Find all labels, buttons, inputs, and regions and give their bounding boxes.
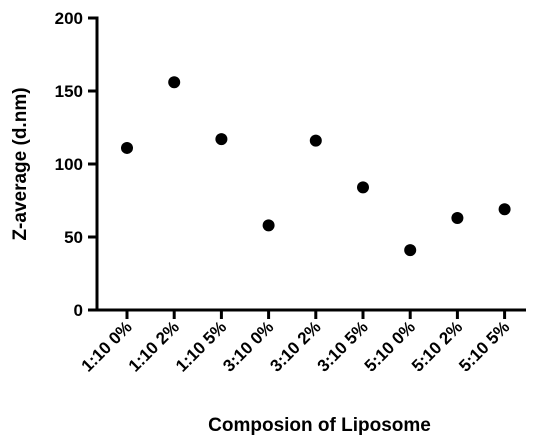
- data-point: [215, 133, 228, 146]
- x-tick-label: 3:10 5%: [314, 317, 372, 375]
- y-tick-label: 50: [64, 228, 83, 247]
- x-tick-label: 5:10 5%: [455, 317, 513, 375]
- y-tick-label: 100: [55, 155, 83, 174]
- x-axis-title: Composion of Liposome: [208, 415, 431, 436]
- x-tick-label: 1:10 5%: [172, 317, 230, 375]
- data-points: [121, 76, 511, 257]
- data-point: [262, 219, 275, 232]
- data-point: [121, 141, 133, 154]
- data-point: [404, 244, 417, 257]
- data-point: [357, 181, 369, 194]
- y-axis-title: Z-average (d.nm): [10, 87, 31, 240]
- y-tick-label: 0: [74, 301, 83, 320]
- data-point: [309, 134, 322, 147]
- x-tick-label: 1:10 2%: [125, 317, 183, 375]
- y-tick-label: 200: [55, 9, 83, 28]
- x-tick-label: 1:10 0%: [78, 317, 136, 375]
- x-tick-label: 5:10 0%: [361, 317, 419, 375]
- x-axis: 1:10 0%1:10 2%1:10 5%3:10 0%3:10 2%3:10 …: [78, 308, 526, 376]
- x-tick-label: 3:10 2%: [266, 317, 324, 375]
- data-point: [168, 76, 181, 89]
- y-tick-label: 150: [55, 82, 83, 101]
- x-tick-label: 5:10 2%: [408, 317, 466, 375]
- data-point: [498, 203, 511, 216]
- x-tick-label: 3:10 0%: [219, 317, 277, 375]
- y-axis: 0 50 100 150 200: [55, 9, 99, 320]
- data-point: [451, 212, 464, 225]
